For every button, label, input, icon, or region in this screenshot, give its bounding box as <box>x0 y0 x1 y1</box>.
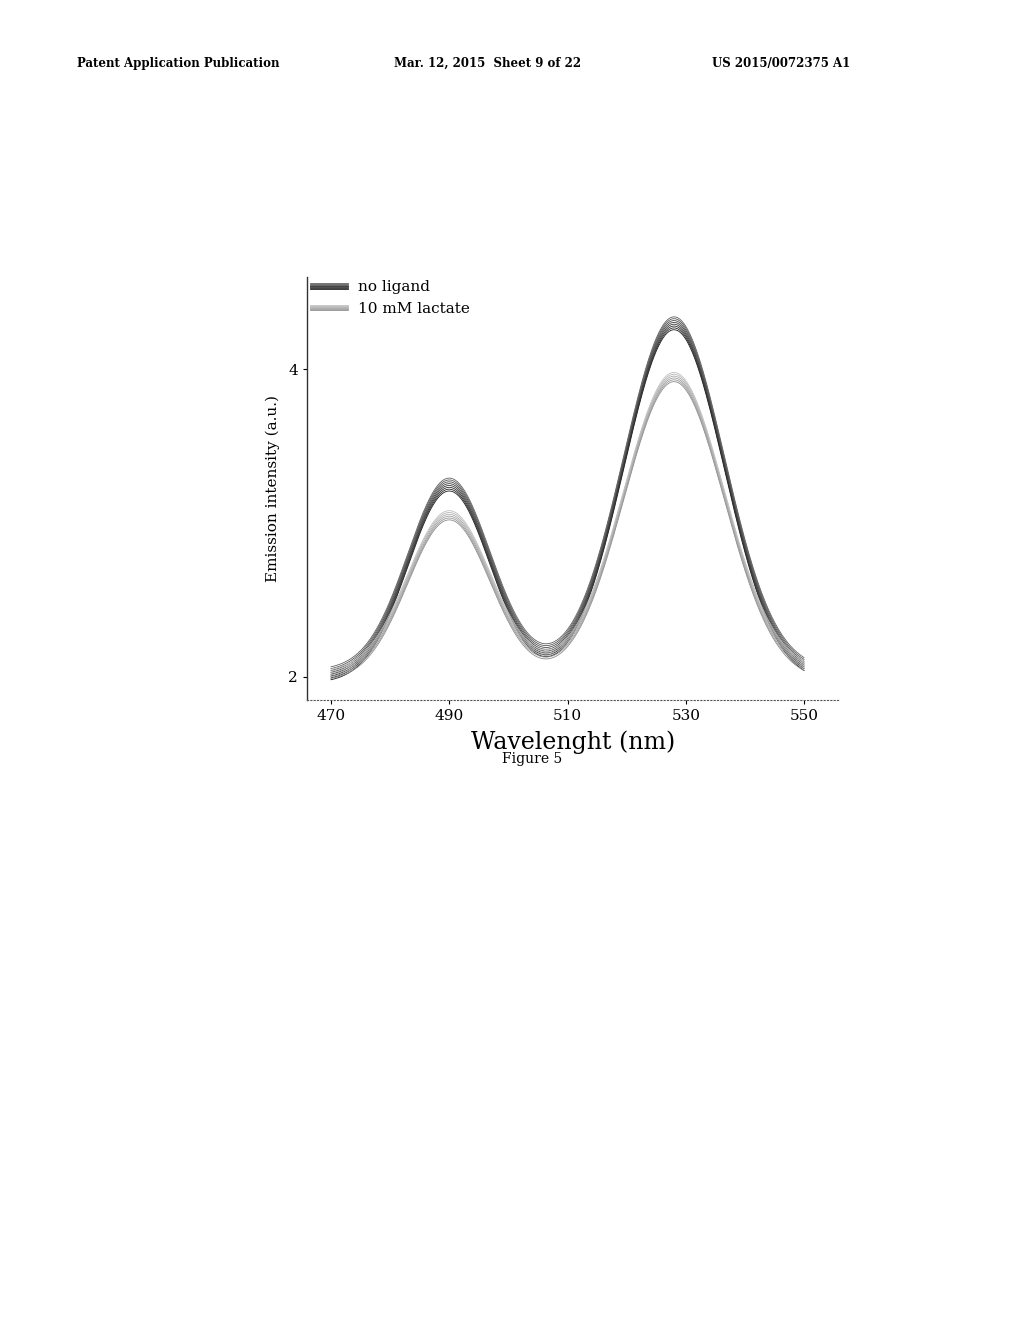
Legend: no ligand, 10 mM lactate: no ligand, 10 mM lactate <box>310 280 469 315</box>
Text: Figure 5: Figure 5 <box>503 752 562 767</box>
Y-axis label: Emission intensity (a.u.): Emission intensity (a.u.) <box>265 395 281 582</box>
Text: Patent Application Publication: Patent Application Publication <box>77 57 280 70</box>
Text: Mar. 12, 2015  Sheet 9 of 22: Mar. 12, 2015 Sheet 9 of 22 <box>394 57 582 70</box>
Text: US 2015/0072375 A1: US 2015/0072375 A1 <box>712 57 850 70</box>
X-axis label: Wavelenght (nm): Wavelenght (nm) <box>471 731 676 755</box>
